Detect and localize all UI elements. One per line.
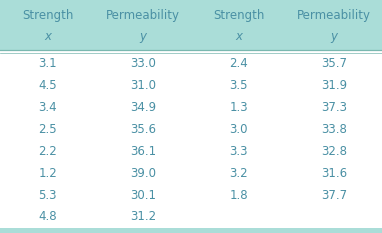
Text: 31.2: 31.2	[130, 210, 156, 223]
Text: 4.5: 4.5	[39, 79, 57, 92]
Bar	[0, 228, 382, 233]
Text: 36.1: 36.1	[130, 145, 156, 158]
Text: 31.6: 31.6	[321, 167, 347, 180]
Text: 1.2: 1.2	[38, 167, 57, 180]
Text: y: y	[140, 30, 147, 43]
Text: 1.8: 1.8	[230, 188, 248, 202]
Text: y: y	[331, 30, 338, 43]
Text: 39.0: 39.0	[130, 167, 156, 180]
Text: 30.1: 30.1	[130, 188, 156, 202]
Text: Permeability: Permeability	[297, 9, 371, 21]
Text: 3.3: 3.3	[230, 145, 248, 158]
Text: 3.2: 3.2	[230, 167, 248, 180]
Text: 5.3: 5.3	[39, 188, 57, 202]
Text: 34.9: 34.9	[130, 101, 156, 114]
Text: 32.8: 32.8	[321, 145, 347, 158]
Text: x: x	[235, 30, 242, 43]
Text: 4.8: 4.8	[39, 210, 57, 223]
Text: 1.3: 1.3	[230, 101, 248, 114]
Text: 33.8: 33.8	[321, 123, 347, 136]
Text: Strength: Strength	[213, 9, 264, 21]
Text: 3.0: 3.0	[230, 123, 248, 136]
Text: 37.7: 37.7	[321, 188, 347, 202]
Text: 35.7: 35.7	[321, 57, 347, 70]
Text: 3.5: 3.5	[230, 79, 248, 92]
Text: 2.4: 2.4	[229, 57, 248, 70]
Text: 37.3: 37.3	[321, 101, 347, 114]
Text: Strength: Strength	[22, 9, 73, 21]
Text: 31.0: 31.0	[130, 79, 156, 92]
Text: 31.9: 31.9	[321, 79, 347, 92]
Text: 2.5: 2.5	[39, 123, 57, 136]
Text: 3.1: 3.1	[39, 57, 57, 70]
Text: Permeability: Permeability	[106, 9, 180, 21]
Text: 3.4: 3.4	[39, 101, 57, 114]
Text: 35.6: 35.6	[130, 123, 156, 136]
Text: 33.0: 33.0	[130, 57, 156, 70]
Text: x: x	[44, 30, 51, 43]
Bar	[0, 0, 382, 50]
Text: 2.2: 2.2	[38, 145, 57, 158]
